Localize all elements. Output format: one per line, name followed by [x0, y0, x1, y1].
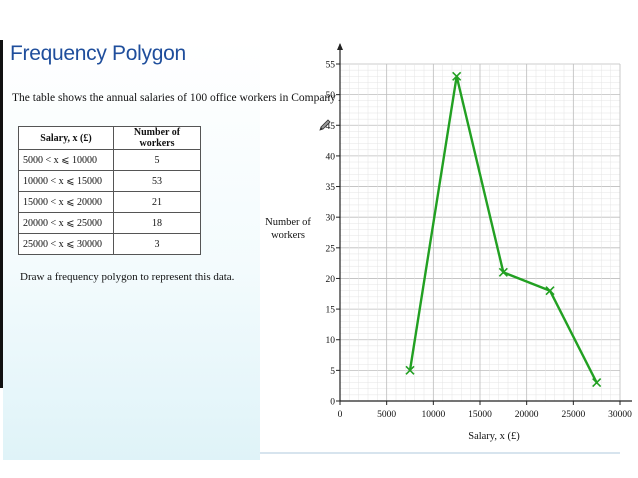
- frequency-polygon-chart: 0 5 10 15 20 25 30 35 40 45 50 55 0 5000 10000 15000 200…: [265, 43, 633, 442]
- table-cell-frequency: 5: [113, 149, 201, 171]
- y-axis-label: workers: [271, 230, 305, 241]
- chart-series: [405, 71, 602, 388]
- table-cell-frequency: 18: [113, 212, 201, 234]
- table-header-workers: Number of workers: [113, 126, 201, 150]
- accent-bar: [0, 40, 3, 388]
- data-point-marker: [545, 286, 555, 296]
- table-row: 10000 < x ⩽ 15000 53: [18, 170, 201, 192]
- table-cell-class: 20000 < x ⩽ 25000: [18, 212, 114, 234]
- table-cell-class: 25000 < x ⩽ 30000: [18, 233, 114, 255]
- y-tick-label: 0: [330, 398, 335, 408]
- table-cell-frequency: 3: [113, 233, 201, 255]
- x-tick-label: 20000: [515, 410, 539, 420]
- marker-stroke: [405, 365, 415, 375]
- x-tick-label: 10000: [421, 410, 445, 420]
- y-tick-label: 55: [326, 61, 336, 71]
- x-axis-label: Salary, x (£): [468, 431, 520, 442]
- chart-grid: [339, 63, 621, 402]
- table-row: 5000 < x ⩽ 10000 5: [18, 149, 201, 171]
- intro-text: The table shows the annual salaries of 1…: [12, 92, 350, 104]
- table-row: 25000 < x ⩽ 30000 3: [18, 233, 201, 255]
- table-cell-frequency: 21: [113, 191, 201, 213]
- chart-axes: [337, 43, 632, 402]
- y-tick-label: 35: [326, 183, 336, 193]
- y-axis-arrow: [337, 43, 343, 50]
- y-tick-label: 45: [326, 122, 336, 132]
- data-point-marker: [452, 71, 462, 81]
- task-text: Draw a frequency polygon to represent th…: [20, 271, 235, 283]
- marker-stroke: [498, 267, 508, 277]
- y-tick-label: 20: [326, 275, 336, 285]
- x-tick-label: 15000: [468, 410, 492, 420]
- y-tick-label: 15: [326, 306, 336, 316]
- table-cell-class: 5000 < x ⩽ 10000: [18, 149, 114, 171]
- frequency-table: Salary, x (£) Number of workers 5000 < x…: [18, 126, 201, 255]
- x-tick-label: 30000: [608, 410, 632, 420]
- x-tick-label: 0: [338, 410, 343, 420]
- x-tick-label: 5000: [377, 410, 396, 420]
- table-cell-class: 10000 < x ⩽ 15000: [18, 170, 114, 192]
- data-point-marker: [592, 378, 602, 388]
- pencil-icon: [319, 119, 331, 131]
- x-tick-label: 25000: [561, 410, 585, 420]
- marker-stroke: [452, 71, 462, 81]
- y-tick-label: 25: [326, 244, 336, 254]
- y-tick-label: 5: [330, 367, 335, 377]
- chart-axis-labels: Salary, x (£) Number of workers: [265, 217, 520, 442]
- slide-title: Frequency Polygon: [10, 42, 186, 65]
- data-point-marker: [498, 267, 508, 277]
- y-tick-label: 30: [326, 214, 336, 224]
- y-tick-label: 50: [326, 91, 336, 101]
- table-cell-class: 15000 < x ⩽ 20000: [18, 191, 114, 213]
- y-axis-label: Number of: [265, 217, 311, 228]
- y-tick-label: 40: [326, 152, 336, 162]
- divider: [260, 452, 620, 454]
- table-row: 20000 < x ⩽ 25000 18: [18, 212, 201, 234]
- table-header-salary: Salary, x (£): [18, 126, 114, 150]
- table-cell-frequency: 53: [113, 170, 201, 192]
- marker-stroke: [592, 378, 602, 388]
- marker-stroke: [545, 286, 555, 296]
- data-point-marker: [405, 365, 415, 375]
- table-row: 15000 < x ⩽ 20000 21: [18, 191, 201, 213]
- chart-tick-labels: 0 5 10 15 20 25 30 35 40 45 50 55 0 5000 10000 15000 200…: [326, 61, 633, 421]
- y-tick-label: 10: [326, 336, 336, 346]
- table-header-row: Salary, x (£) Number of workers: [18, 126, 201, 150]
